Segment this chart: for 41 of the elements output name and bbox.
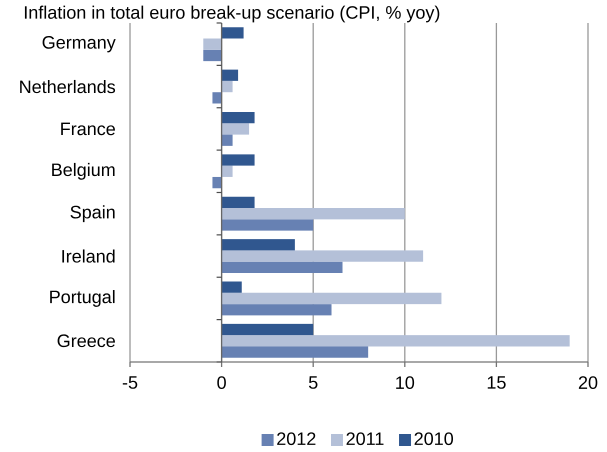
y-tick-label: Belgium: [52, 162, 115, 180]
bar: [222, 262, 343, 274]
bar: [222, 239, 295, 250]
x-tick-label: 15: [488, 376, 506, 389]
bar: [222, 324, 314, 336]
y-tick-label: Ireland: [62, 249, 115, 263]
y-tick-label: France: [61, 122, 115, 136]
y-tick-label: Greece: [58, 334, 115, 348]
x-tick-label: 20: [578, 376, 598, 389]
bar: [203, 50, 222, 62]
bar: [222, 219, 314, 231]
bar: [222, 292, 442, 304]
y-tick-label: Portugal: [50, 290, 115, 307]
chart-title: Inflation in total euro break-up scenario (CPI, % yoy): [24, 6, 440, 22]
bar: [222, 208, 405, 220]
bar: [212, 176, 222, 188]
y-tick-label: Germany: [42, 36, 116, 52]
bar: [222, 134, 233, 146]
legend-label: 2011: [346, 432, 384, 446]
y-tick-label: Spain: [70, 205, 115, 222]
bar: [222, 112, 255, 124]
bar: [222, 281, 242, 293]
bar: [222, 166, 233, 177]
x-tick-label: 5: [308, 376, 318, 389]
legend-label: 2010: [414, 432, 454, 446]
x-tick-label: 10: [396, 376, 414, 389]
bar: [222, 250, 424, 262]
bar: [222, 346, 368, 358]
bar: [222, 70, 238, 81]
bar: [222, 304, 332, 316]
x-tick-label: 0: [217, 376, 226, 389]
bar: [222, 27, 244, 39]
bar: [222, 335, 570, 346]
x-tick-label: -5: [122, 376, 138, 389]
legend-label: 2012: [277, 432, 316, 446]
bar: [222, 123, 250, 135]
bar: [222, 196, 255, 208]
bar: [203, 38, 222, 50]
bar: [222, 154, 255, 166]
y-tick-label: Netherlands: [20, 80, 116, 94]
bar: [212, 92, 222, 104]
